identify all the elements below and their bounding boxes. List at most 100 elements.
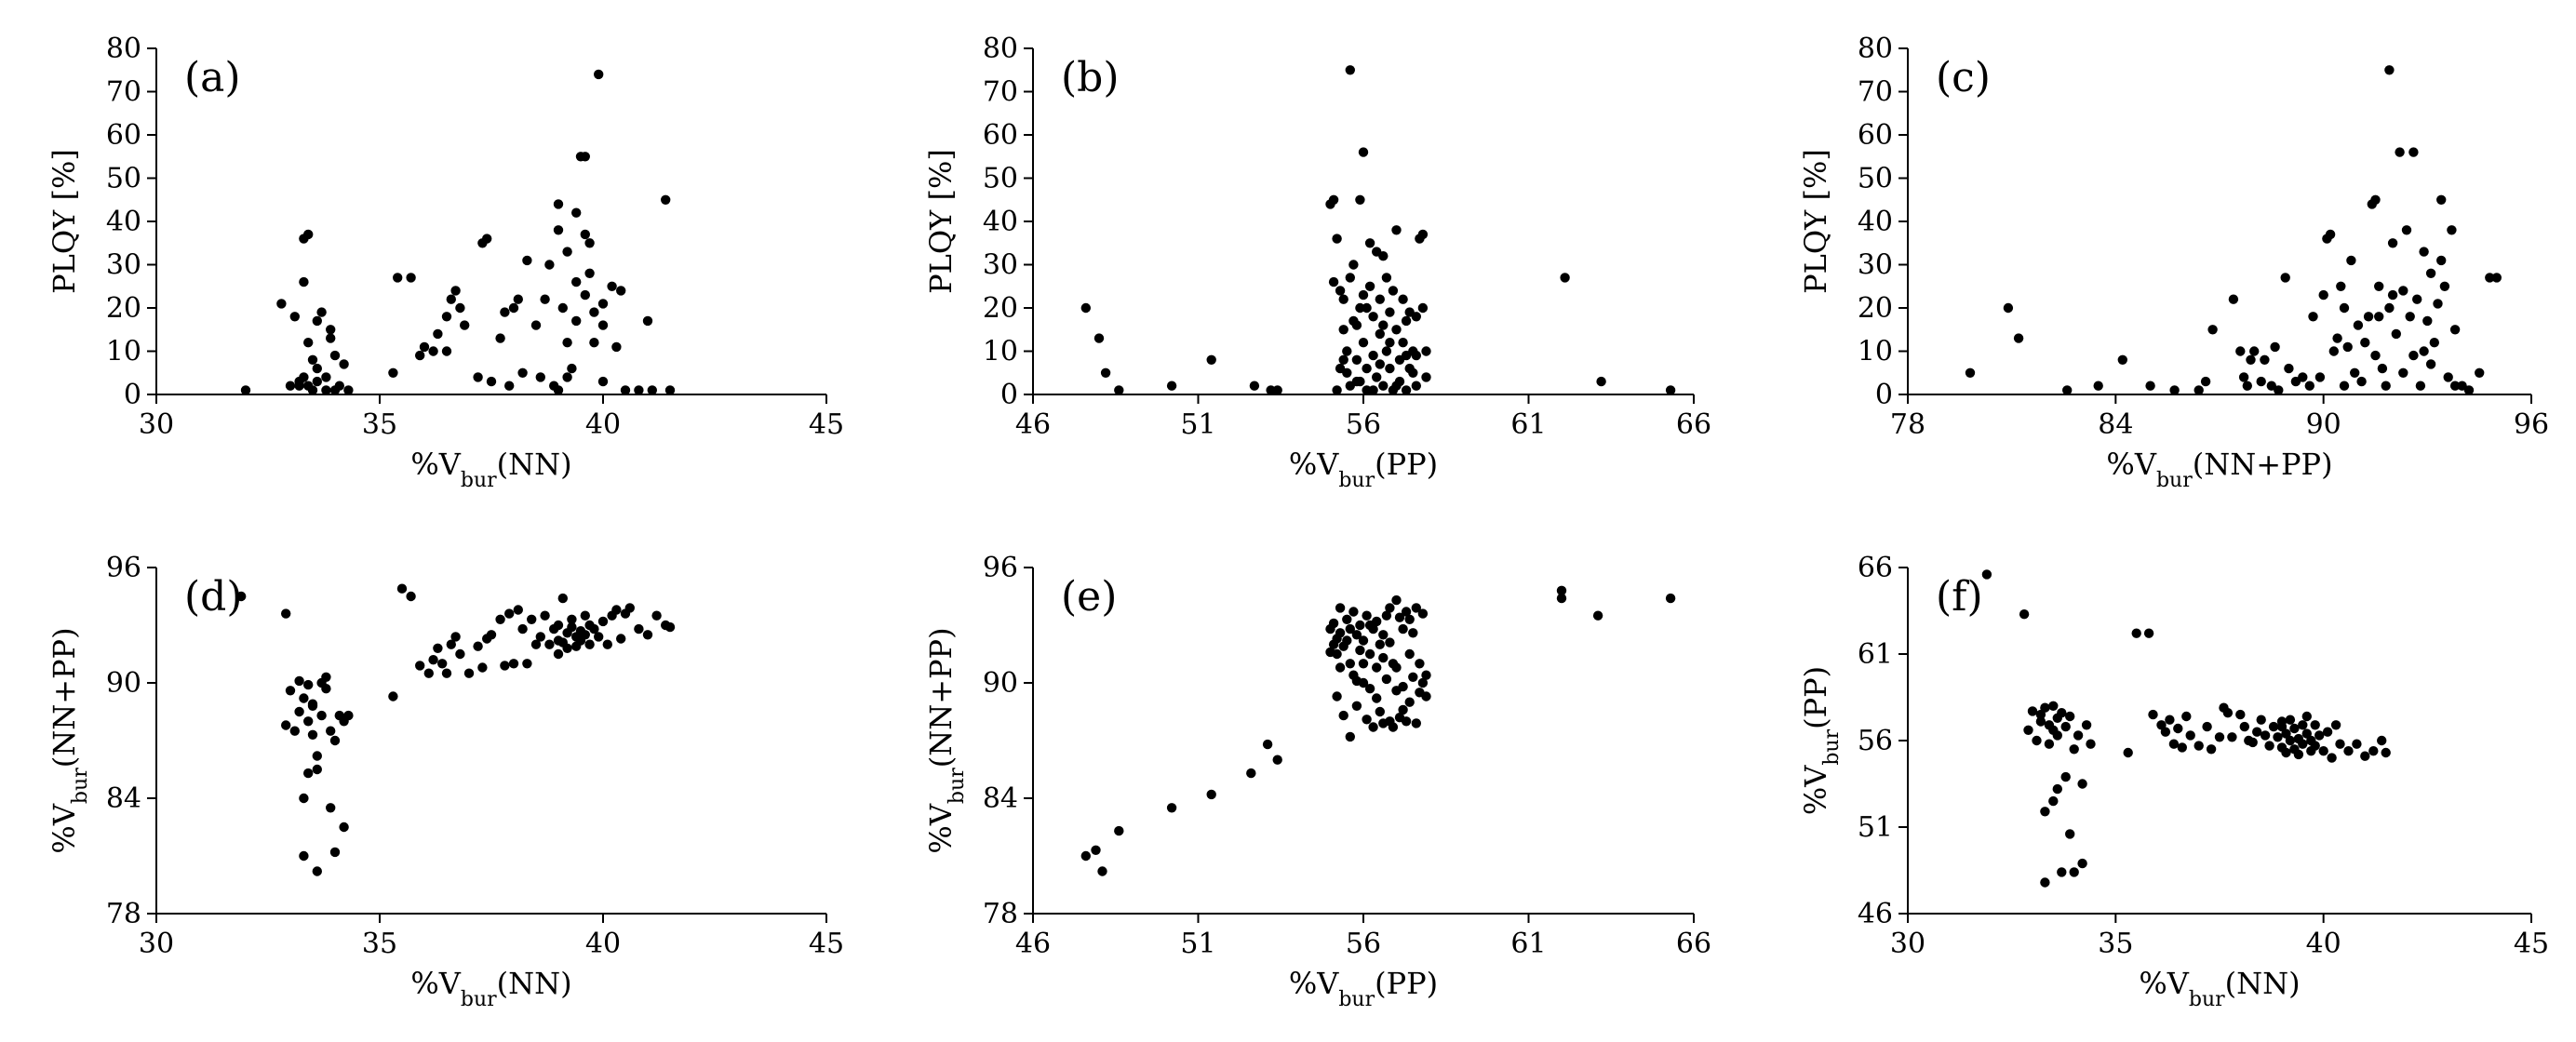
data-point [1401,607,1412,617]
axis-label-suffix: (NN+PP) [47,627,82,768]
y-axis-label: %Vbur(NN+PP) [47,627,92,853]
data-point [2342,341,2353,353]
data-point [2169,385,2180,395]
data-point [2360,751,2370,761]
data-point [2260,730,2271,741]
chart-panel: 30 35 40 45 0 10 20 30 40 50 60 70 80 (a) %Vbur(NN) PLQ… [47,33,844,492]
y-axis-label: %Vbur(PP) [1798,666,1844,815]
y-tick-label: 80 [1858,33,1893,65]
data-point [276,299,287,309]
axis-label-text: %V [47,803,82,853]
data-point [303,229,314,240]
data-point [664,385,676,395]
data-point [1411,350,1422,361]
panel-label: (f) [1936,573,1983,621]
data-point [1332,385,1342,395]
data-point [441,346,452,356]
data-point [557,302,568,314]
data-point [2419,247,2429,257]
data-point [504,608,515,619]
data-point [450,286,461,296]
data-point [1355,620,1365,631]
y-axis-label: PLQY [%] [923,149,959,294]
data-point [339,822,349,833]
data-point [2353,320,2364,330]
y-tick-label: 96 [106,552,141,584]
data-point [2290,376,2301,387]
data-point [2370,194,2381,205]
x-tick-label: 30 [139,928,174,960]
data-point [527,614,537,624]
data-point [1351,320,1362,330]
data-point [1114,385,1124,395]
y-tick-label: 40 [1858,206,1893,238]
data-point [1417,229,1429,240]
data-point [2335,739,2345,749]
data-point [1364,648,1375,660]
data-point [2425,359,2436,369]
data-point [1338,710,1348,721]
data-point [428,655,438,665]
data-point [1665,593,1676,604]
data-point [2003,302,2014,314]
data-point [1421,691,1431,701]
data-point [535,632,545,642]
data-point [597,616,609,627]
axis-label-suffix: (PP) [1375,447,1438,482]
data-point [540,294,550,304]
data-point [1338,354,1348,365]
data-point [1364,238,1375,248]
data-point [1391,225,1402,235]
data-point [571,315,582,327]
data-point [2256,715,2266,725]
data-point [1166,803,1177,813]
axis-label-text: %V [1289,447,1339,482]
data-point [1404,614,1415,624]
data-point [567,363,577,374]
data-point [2363,312,2374,322]
data-point [2398,367,2408,378]
data-point [236,591,247,602]
x-tick-label: 30 [139,408,174,441]
data-point [553,225,564,235]
data-point [580,152,590,162]
y-tick-label: 40 [983,206,1018,238]
x-axis-label: %Vbur(PP) [1289,447,1438,492]
data-point [1358,635,1369,646]
data-point [2260,354,2270,365]
x-axis-label: %Vbur(PP) [1289,966,1438,1011]
data-point [571,207,582,218]
data-point [1362,302,1372,314]
data-point [240,385,251,395]
data-point [2268,721,2279,732]
data-point [553,635,564,646]
y-tick-label: 70 [106,76,141,109]
data-point [2401,225,2412,235]
data-point [620,385,631,395]
data-point [2060,771,2071,782]
y-tick-label: 96 [983,552,1018,584]
data-point [1391,686,1402,696]
data-point [1351,354,1362,365]
x-axis-label: %Vbur(NN) [2139,966,2300,1011]
data-point [2274,385,2284,395]
data-point [2356,376,2367,387]
data-point [2328,346,2339,356]
data-point [2173,723,2183,734]
data-point [495,333,505,343]
axis-label-text: %V [2139,966,2189,1001]
data-point [2384,65,2395,75]
data-point [1348,260,1359,270]
data-point [455,302,465,314]
data-point [294,381,304,391]
data-point [517,367,528,378]
data-point [473,641,483,651]
data-point [1404,697,1415,707]
data-point [441,668,452,678]
data-point [312,866,322,876]
y-tick-label: 20 [1858,292,1893,325]
data-point [393,273,403,283]
y-tick-label: 90 [983,667,1018,700]
data-point [1091,845,1101,855]
